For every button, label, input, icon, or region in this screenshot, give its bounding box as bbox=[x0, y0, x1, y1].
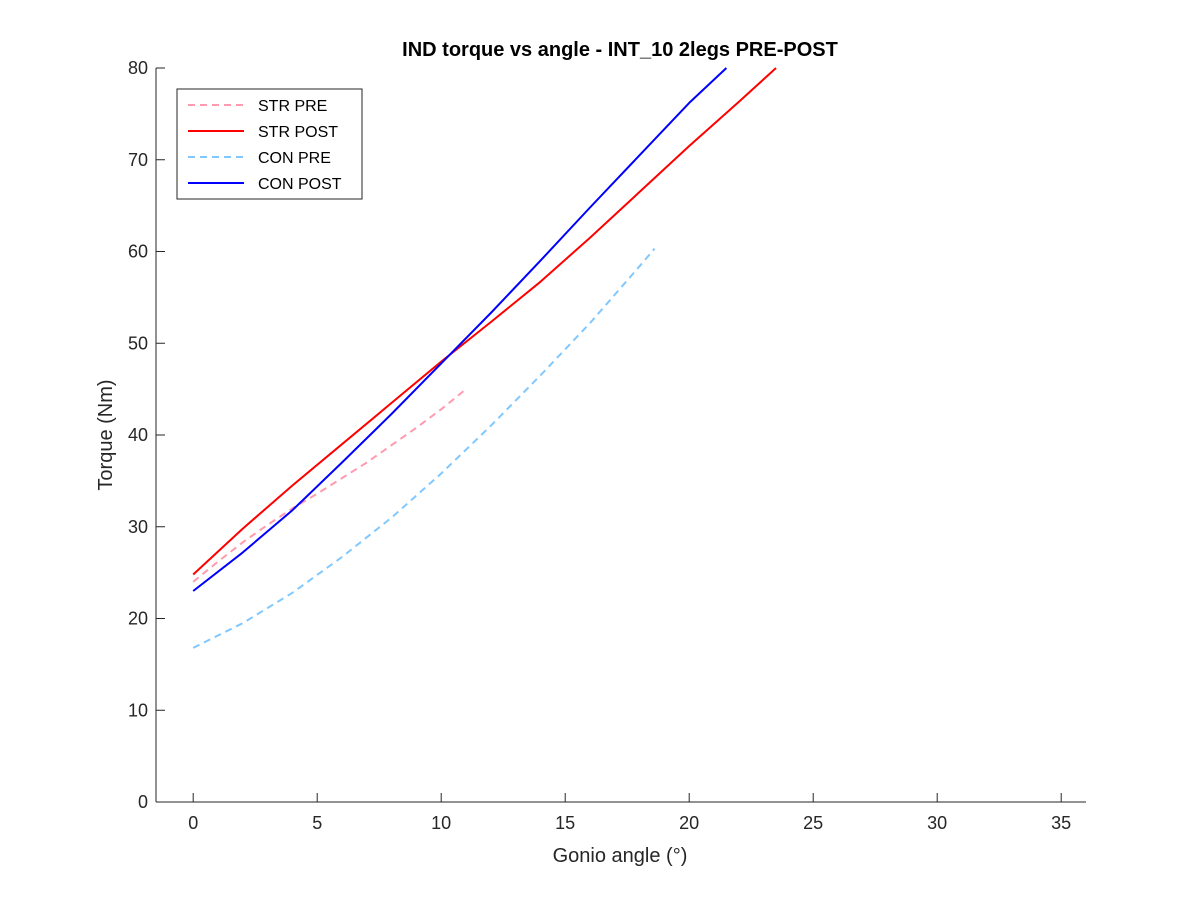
x-tick-label: 20 bbox=[679, 813, 699, 833]
plot-area bbox=[192, 67, 777, 649]
legend: STR PRE STR POST CON PRE CON POST bbox=[176, 88, 363, 200]
legend-entry-label: CON POST bbox=[258, 176, 342, 193]
ticks: 0 5 10 15 20 25 30 35 0 10 20 30 40 50 60 70 80 bbox=[128, 58, 1071, 833]
y-tick-label: 20 bbox=[128, 609, 148, 629]
x-tick-label: 10 bbox=[431, 813, 451, 833]
x-tick-label: 35 bbox=[1051, 813, 1071, 833]
series-line-con-post bbox=[192, 67, 728, 592]
x-tick-label: 30 bbox=[927, 813, 947, 833]
y-tick-label: 30 bbox=[128, 517, 148, 537]
y-tick-label: 80 bbox=[128, 58, 148, 78]
legend-entry-label: STR POST bbox=[258, 124, 338, 141]
x-tick-label: 15 bbox=[555, 813, 575, 833]
chart-title: IND torque vs angle - INT_10 2legs PRE-P… bbox=[402, 39, 838, 61]
legend-box bbox=[176, 88, 363, 200]
x-tick-label: 25 bbox=[803, 813, 823, 833]
y-tick-label: 50 bbox=[128, 333, 148, 353]
y-axis-label: Torque (Nm) bbox=[95, 379, 117, 490]
series-line-con-pre bbox=[192, 248, 656, 649]
x-axis-label: Gonio angle (°) bbox=[553, 845, 688, 867]
y-tick-label: 60 bbox=[128, 242, 148, 262]
series-line-str-post bbox=[192, 67, 777, 576]
y-tick-label: 40 bbox=[128, 425, 148, 445]
y-tick-label: 0 bbox=[138, 792, 148, 812]
y-tick-label: 10 bbox=[128, 700, 148, 720]
legend-entry-label: STR PRE bbox=[258, 98, 327, 115]
series-line-str-pre bbox=[192, 388, 467, 583]
legend-entry-label: CON PRE bbox=[258, 150, 331, 167]
x-tick-label: 5 bbox=[312, 813, 322, 833]
x-tick-label: 0 bbox=[188, 813, 198, 833]
y-tick-label: 70 bbox=[128, 150, 148, 170]
